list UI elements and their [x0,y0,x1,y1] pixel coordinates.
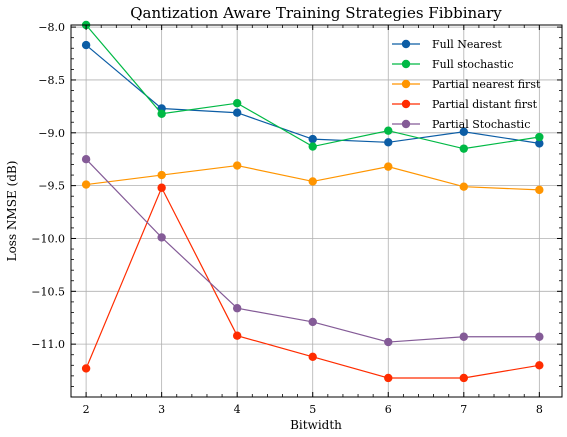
ticks: 2 3 4 5 6 7 8 −8.0 −8.5 −9.0 −9.5 −10.0 −10.5 −11.0 [31,21,562,416]
data-point [232,304,242,313]
data-point [535,185,544,195]
series-partial-stochastic [81,155,544,347]
x-axis-label: Bitwidth [290,418,342,432]
data-point [384,126,393,135]
series-partial-nearest-first [81,161,544,195]
legend-marker [401,119,411,129]
x-tick-label: 5 [309,403,316,416]
data-point [81,180,91,189]
legend-marker [401,59,411,69]
data-point [157,183,166,192]
data-point [81,364,91,373]
y-tick-label: −9.0 [38,127,65,140]
series-full-stochastic [81,20,544,153]
series-layer [81,20,544,383]
data-point [459,127,468,136]
y-tick-label: −8.5 [38,74,65,87]
plot-frame [70,24,563,398]
data-point [81,155,91,164]
legend-entry: Partial nearest first [392,78,541,91]
data-point [157,109,166,118]
legend-label: Partial Stochastic [432,118,530,131]
legend-entry: Full stochastic [392,58,514,71]
data-point [308,317,317,327]
series-full-nearest [81,40,544,148]
data-point [459,373,468,383]
data-point [308,352,317,362]
data-point [232,99,242,108]
y-tick-label: −9.5 [38,180,65,193]
y-tick-label: −11.0 [31,338,65,351]
data-point [535,361,544,370]
data-point [81,40,91,50]
legend: Full Nearest Full stochastic Partial neare… [392,38,541,131]
data-point [157,170,166,180]
x-tick-label: 6 [385,403,392,416]
data-point [459,144,468,153]
legend-entry: Partial distant first [392,98,538,111]
data-point [535,332,544,341]
data-point [384,373,393,383]
data-point [232,331,242,340]
data-point [384,138,393,147]
data-point [384,162,393,171]
data-point [459,332,468,341]
legend-label: Full Nearest [432,38,502,51]
x-tick-label: 8 [536,403,543,416]
legend-entry: Partial Stochastic [392,118,530,131]
x-tick-label: 4 [234,403,241,416]
legend-entry: Full Nearest [392,38,502,51]
grid [71,25,562,397]
chart-title: Qantization Aware Training Strategies Fi… [130,4,502,22]
data-point [308,142,317,151]
data-point [384,337,393,347]
x-tick-label: 2 [83,403,90,416]
data-point [308,134,317,144]
legend-label: Partial distant first [432,98,538,111]
x-tick-label: 3 [158,403,165,416]
legend-label: Partial nearest first [432,78,541,91]
legend-marker [401,39,411,49]
x-tick-label: 7 [460,403,467,416]
data-point [157,233,166,242]
data-point [535,139,544,148]
data-point [308,177,317,186]
legend-label: Full stochastic [432,58,514,71]
y-tick-label: −10.5 [31,285,65,298]
data-point [232,161,242,170]
data-point [459,182,468,191]
series-partial-distant-first [81,183,544,383]
y-tick-label: −10.0 [31,232,65,245]
legend-marker [401,99,411,109]
data-point [232,108,242,117]
data-point [535,132,544,142]
y-axis-label: Loss NMSE (dB) [5,161,19,262]
legend-marker [401,79,411,89]
y-tick-label: −8.0 [38,21,65,34]
